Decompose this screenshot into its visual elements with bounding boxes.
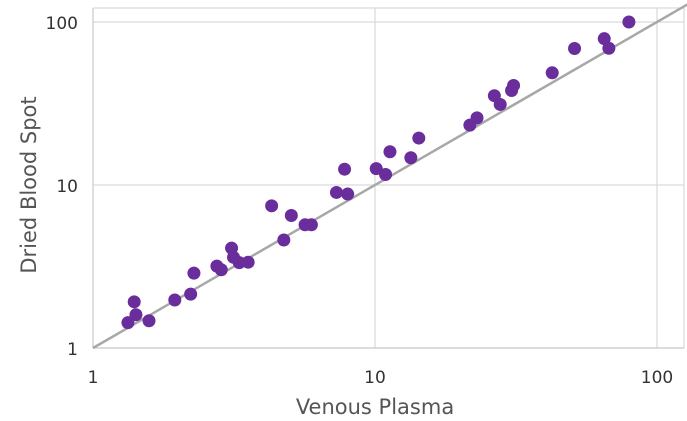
data-point: [241, 255, 255, 269]
data-point: [127, 295, 141, 309]
data-point: [338, 162, 352, 176]
x-tick-label: 1: [88, 368, 99, 388]
data-point: [265, 199, 279, 213]
data-point: [602, 41, 616, 55]
data-point: [129, 308, 143, 322]
x-axis-title: Venous Plasma: [296, 395, 454, 419]
y-axis-title: Dried Blood Spot: [17, 96, 41, 273]
data-point: [184, 287, 198, 301]
y-tick-label: 1: [67, 340, 78, 360]
x-tick-label: 100: [641, 368, 673, 388]
grid-lines: [92, 7, 685, 349]
data-point: [493, 97, 507, 111]
data-points: [121, 15, 636, 330]
data-point: [622, 15, 636, 29]
y-tick-label: 100: [46, 14, 78, 34]
data-point: [369, 162, 383, 176]
data-point: [214, 263, 228, 277]
data-point: [304, 218, 318, 232]
data-point: [187, 266, 201, 280]
data-point: [341, 187, 355, 201]
data-point: [284, 208, 298, 222]
x-tick-label: 10: [364, 368, 386, 388]
data-point: [329, 185, 343, 199]
data-point: [470, 111, 484, 125]
data-point: [545, 66, 559, 80]
data-point: [412, 131, 426, 145]
data-point: [383, 145, 397, 159]
y-tick-label: 10: [56, 177, 78, 197]
data-point: [404, 151, 418, 165]
data-point: [507, 78, 521, 92]
data-point: [168, 293, 182, 307]
data-point: [379, 167, 393, 181]
data-point: [277, 233, 291, 247]
data-point: [568, 41, 582, 55]
data-point: [142, 314, 156, 328]
data-point: [121, 316, 135, 330]
